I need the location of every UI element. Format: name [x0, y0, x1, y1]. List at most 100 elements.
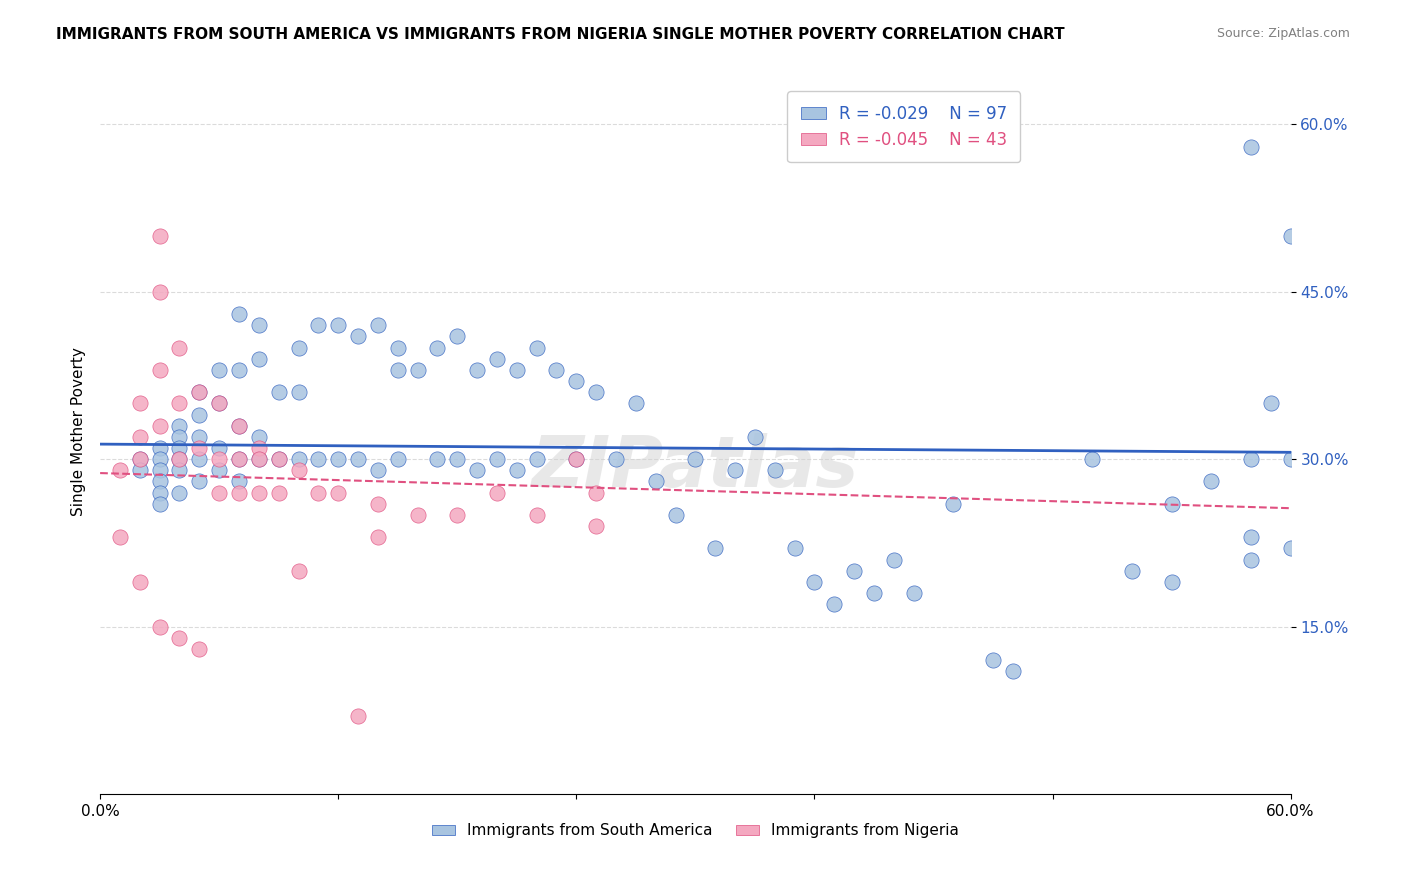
- Point: [287, 452, 309, 467]
- Point: [426, 452, 449, 467]
- Point: [903, 586, 925, 600]
- Point: [565, 452, 588, 467]
- Point: [149, 463, 172, 477]
- Point: [149, 441, 172, 455]
- Point: [267, 452, 290, 467]
- Point: [585, 519, 607, 533]
- Point: [188, 408, 211, 422]
- Point: [169, 631, 191, 645]
- Text: IMMIGRANTS FROM SOUTH AMERICA VS IMMIGRANTS FROM NIGERIA SINGLE MOTHER POVERTY C: IMMIGRANTS FROM SOUTH AMERICA VS IMMIGRA…: [56, 27, 1064, 42]
- Point: [247, 452, 270, 467]
- Point: [328, 452, 350, 467]
- Point: [605, 452, 627, 467]
- Point: [328, 318, 350, 333]
- Point: [169, 452, 191, 467]
- Point: [803, 574, 825, 589]
- Point: [128, 452, 150, 467]
- Point: [367, 318, 389, 333]
- Point: [1160, 574, 1182, 589]
- Point: [526, 508, 548, 522]
- Point: [506, 463, 529, 477]
- Point: [228, 452, 250, 467]
- Point: [585, 485, 607, 500]
- Point: [328, 485, 350, 500]
- Point: [406, 363, 429, 377]
- Point: [228, 363, 250, 377]
- Point: [228, 307, 250, 321]
- Point: [387, 452, 409, 467]
- Point: [1081, 452, 1104, 467]
- Point: [1240, 139, 1263, 153]
- Point: [1279, 452, 1302, 467]
- Text: ZIPatlas: ZIPatlas: [531, 433, 859, 502]
- Point: [624, 396, 647, 410]
- Point: [208, 452, 231, 467]
- Point: [446, 329, 468, 343]
- Point: [169, 441, 191, 455]
- Point: [883, 552, 905, 566]
- Point: [565, 452, 588, 467]
- Point: [465, 463, 488, 477]
- Point: [1279, 541, 1302, 556]
- Point: [208, 441, 231, 455]
- Point: [267, 452, 290, 467]
- Point: [247, 452, 270, 467]
- Point: [188, 385, 211, 400]
- Point: [149, 619, 172, 633]
- Point: [247, 485, 270, 500]
- Point: [426, 341, 449, 355]
- Point: [188, 452, 211, 467]
- Point: [644, 475, 666, 489]
- Point: [367, 463, 389, 477]
- Point: [685, 452, 707, 467]
- Point: [149, 418, 172, 433]
- Point: [287, 463, 309, 477]
- Point: [108, 530, 131, 544]
- Point: [188, 430, 211, 444]
- Point: [1240, 552, 1263, 566]
- Point: [128, 430, 150, 444]
- Point: [664, 508, 686, 522]
- Point: [208, 396, 231, 410]
- Point: [228, 485, 250, 500]
- Point: [1260, 396, 1282, 410]
- Point: [247, 318, 270, 333]
- Point: [108, 463, 131, 477]
- Point: [823, 597, 845, 611]
- Point: [1001, 665, 1024, 679]
- Point: [188, 475, 211, 489]
- Point: [763, 463, 786, 477]
- Point: [208, 463, 231, 477]
- Point: [208, 363, 231, 377]
- Point: [169, 396, 191, 410]
- Point: [149, 485, 172, 500]
- Point: [1199, 475, 1222, 489]
- Point: [863, 586, 886, 600]
- Point: [406, 508, 429, 522]
- Point: [526, 341, 548, 355]
- Point: [465, 363, 488, 377]
- Point: [169, 430, 191, 444]
- Point: [169, 452, 191, 467]
- Point: [128, 574, 150, 589]
- Point: [128, 396, 150, 410]
- Point: [228, 452, 250, 467]
- Text: Source: ZipAtlas.com: Source: ZipAtlas.com: [1216, 27, 1350, 40]
- Legend: Immigrants from South America, Immigrants from Nigeria: Immigrants from South America, Immigrant…: [426, 817, 965, 845]
- Point: [526, 452, 548, 467]
- Point: [149, 497, 172, 511]
- Point: [128, 463, 150, 477]
- Point: [287, 341, 309, 355]
- Point: [287, 564, 309, 578]
- Point: [228, 418, 250, 433]
- Point: [367, 530, 389, 544]
- Point: [783, 541, 806, 556]
- Point: [307, 318, 329, 333]
- Point: [149, 229, 172, 244]
- Point: [485, 452, 508, 467]
- Point: [485, 485, 508, 500]
- Point: [247, 430, 270, 444]
- Point: [1240, 530, 1263, 544]
- Point: [842, 564, 865, 578]
- Point: [228, 475, 250, 489]
